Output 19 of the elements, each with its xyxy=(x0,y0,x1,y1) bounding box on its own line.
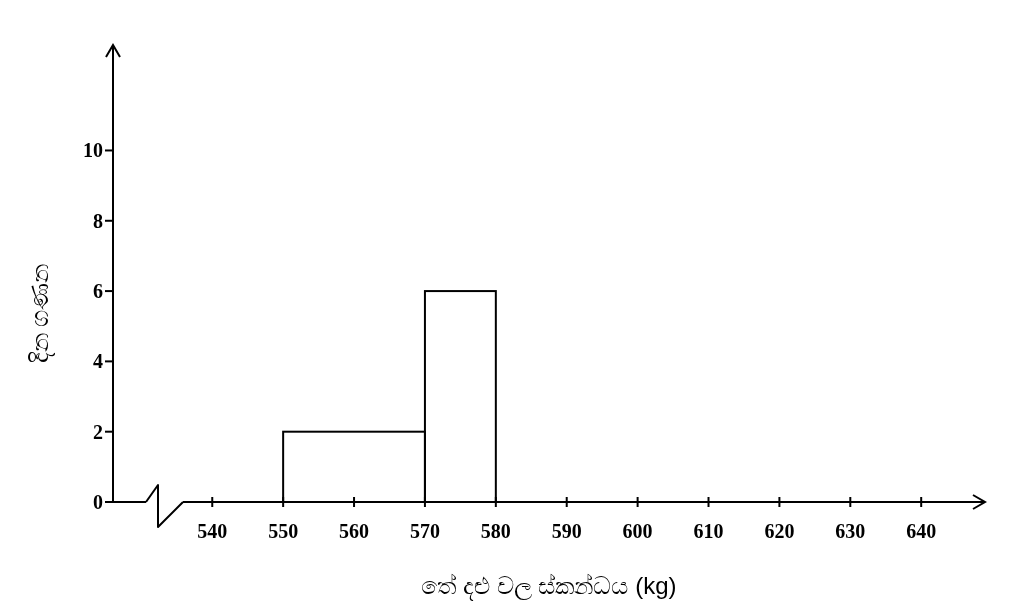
x-tick-label: 630 xyxy=(835,520,866,542)
x-tick-label: 540 xyxy=(197,520,228,542)
y-tick-label: 0 xyxy=(93,491,103,513)
y-tick-label: 4 xyxy=(93,350,103,373)
y-axis-title: දින ගණන xyxy=(26,263,55,364)
x-tick-label: 620 xyxy=(764,520,795,542)
x-tick-label: 590 xyxy=(551,520,582,542)
x-tick-label: 580 xyxy=(480,520,511,542)
y-tick-label: 6 xyxy=(93,280,103,303)
x-tick-label: 600 xyxy=(622,520,653,542)
y-tick-label: 8 xyxy=(93,209,103,232)
y-tick-label: 2 xyxy=(93,420,103,443)
x-tick-label: 560 xyxy=(339,520,370,542)
x-tick-label: 640 xyxy=(906,520,937,542)
x-axis-title: තේ දළු වල ස්කන්ධය (kg) xyxy=(421,572,677,601)
y-tick-label: 10 xyxy=(83,139,103,162)
x-tick-label: 570 xyxy=(409,520,440,542)
x-tick-label: 550 xyxy=(268,520,299,542)
x-tick-label: 610 xyxy=(693,520,724,542)
